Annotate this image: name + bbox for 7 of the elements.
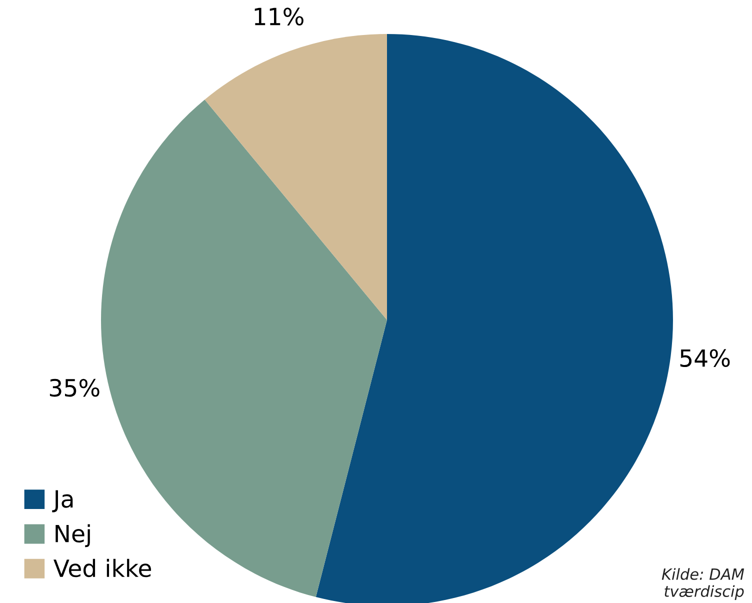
legend-label: Ved ikke xyxy=(54,558,152,578)
legend-label: Nej xyxy=(56,524,90,548)
data-label: 54% xyxy=(680,349,730,367)
text: Kilde: DAM tværdiscip xyxy=(662,568,744,600)
legend-label: Ja xyxy=(52,490,73,512)
data-label: 11% xyxy=(254,8,304,26)
data-label: 35% xyxy=(50,378,100,397)
